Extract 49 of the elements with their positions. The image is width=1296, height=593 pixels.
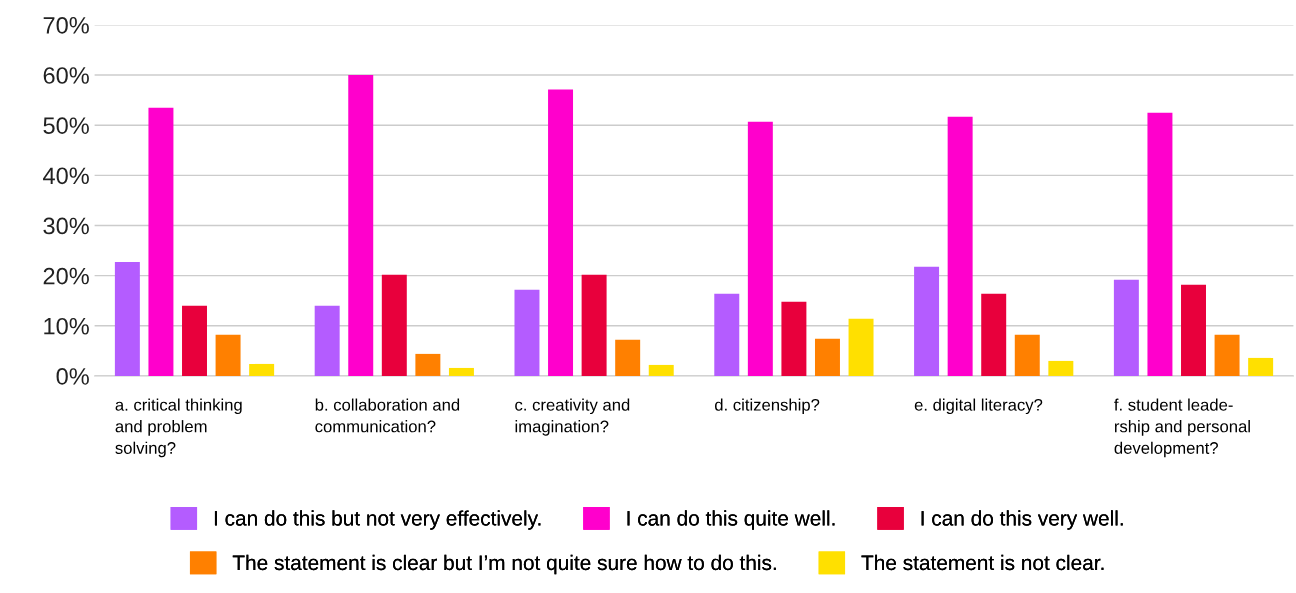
y-tick-label: 30% [43,217,89,235]
legend-label: The statement is not clear. [861,554,1104,571]
bar [215,334,241,376]
bar [1014,334,1040,376]
x-tick-label: b. collaboration and communication? [315,398,460,433]
bar [1113,279,1139,376]
bar [514,289,540,376]
y-tick-label: 50% [43,117,89,134]
bar [814,338,840,376]
x-tick-label: d. citizenship? [714,398,820,415]
bar [182,305,207,376]
y-tick-label: 60% [43,67,89,84]
bar [348,75,374,376]
bar [148,107,174,376]
bar [1248,357,1274,376]
legend-label: I can do this quite well. [627,510,835,530]
legend-label: I can do this but not very effectively. [214,510,541,530]
bar [381,274,407,376]
legend-label: I can do this very well. [921,510,1123,530]
bar [914,266,940,376]
x-tick-label: c. creativity and imagination? [515,398,630,436]
x-tick-label: a. critical thinking and problem solving? [115,398,242,458]
bar [947,116,973,376]
y-tick-label: 70% [43,16,89,34]
bar [714,293,740,376]
legend-label: The statement is clear but I’m not quite sure how to do this. [232,554,776,575]
bar [1214,334,1240,376]
bar [747,121,773,376]
bar [781,301,807,376]
bar [581,274,607,376]
bar [448,367,474,376]
bar [314,305,340,376]
y-tick-label: 40% [43,167,89,185]
bar [1147,112,1173,376]
bar [415,353,441,376]
bar [848,318,874,376]
bar [249,363,275,376]
bar [615,339,641,376]
bar [548,89,574,376]
bar [981,293,1007,376]
bar [114,262,140,376]
y-tick-label: 0% [56,368,89,385]
bar [1181,284,1206,376]
x-tick-label: e. digital literacy? [914,398,1043,415]
y-tick-label: 20% [43,267,89,285]
x-tick-label: f. student leade- rship and personal development? [1114,398,1250,458]
y-tick-label: 10% [44,317,89,335]
bar [1048,360,1074,376]
bar [648,364,674,376]
